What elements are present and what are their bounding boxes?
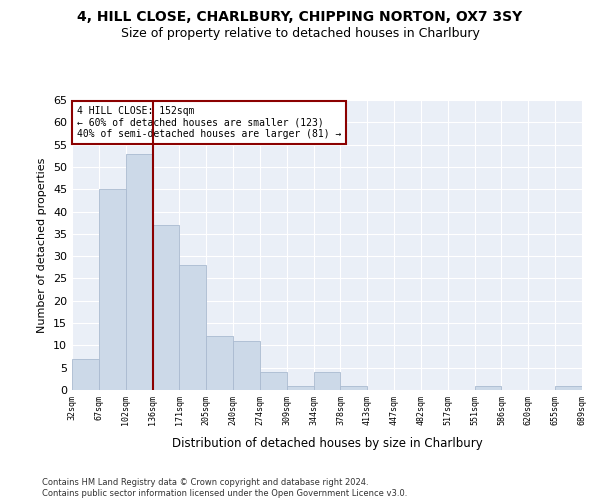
- Bar: [475, 386, 502, 390]
- Bar: [99, 189, 125, 390]
- Bar: [340, 386, 367, 390]
- Bar: [206, 336, 233, 390]
- Bar: [125, 154, 152, 390]
- Text: Size of property relative to detached houses in Charlbury: Size of property relative to detached ho…: [121, 28, 479, 40]
- Bar: [179, 265, 206, 390]
- Bar: [152, 225, 179, 390]
- Text: 4 HILL CLOSE: 152sqm
← 60% of detached houses are smaller (123)
40% of semi-deta: 4 HILL CLOSE: 152sqm ← 60% of detached h…: [77, 106, 341, 139]
- Bar: [233, 341, 260, 390]
- Text: 4, HILL CLOSE, CHARLBURY, CHIPPING NORTON, OX7 3SY: 4, HILL CLOSE, CHARLBURY, CHIPPING NORTO…: [77, 10, 523, 24]
- Bar: [260, 372, 287, 390]
- Bar: [287, 386, 314, 390]
- Text: Contains HM Land Registry data © Crown copyright and database right 2024.
Contai: Contains HM Land Registry data © Crown c…: [42, 478, 407, 498]
- Bar: [72, 359, 99, 390]
- Bar: [555, 386, 582, 390]
- Bar: [314, 372, 340, 390]
- Y-axis label: Number of detached properties: Number of detached properties: [37, 158, 47, 332]
- Text: Distribution of detached houses by size in Charlbury: Distribution of detached houses by size …: [172, 438, 482, 450]
